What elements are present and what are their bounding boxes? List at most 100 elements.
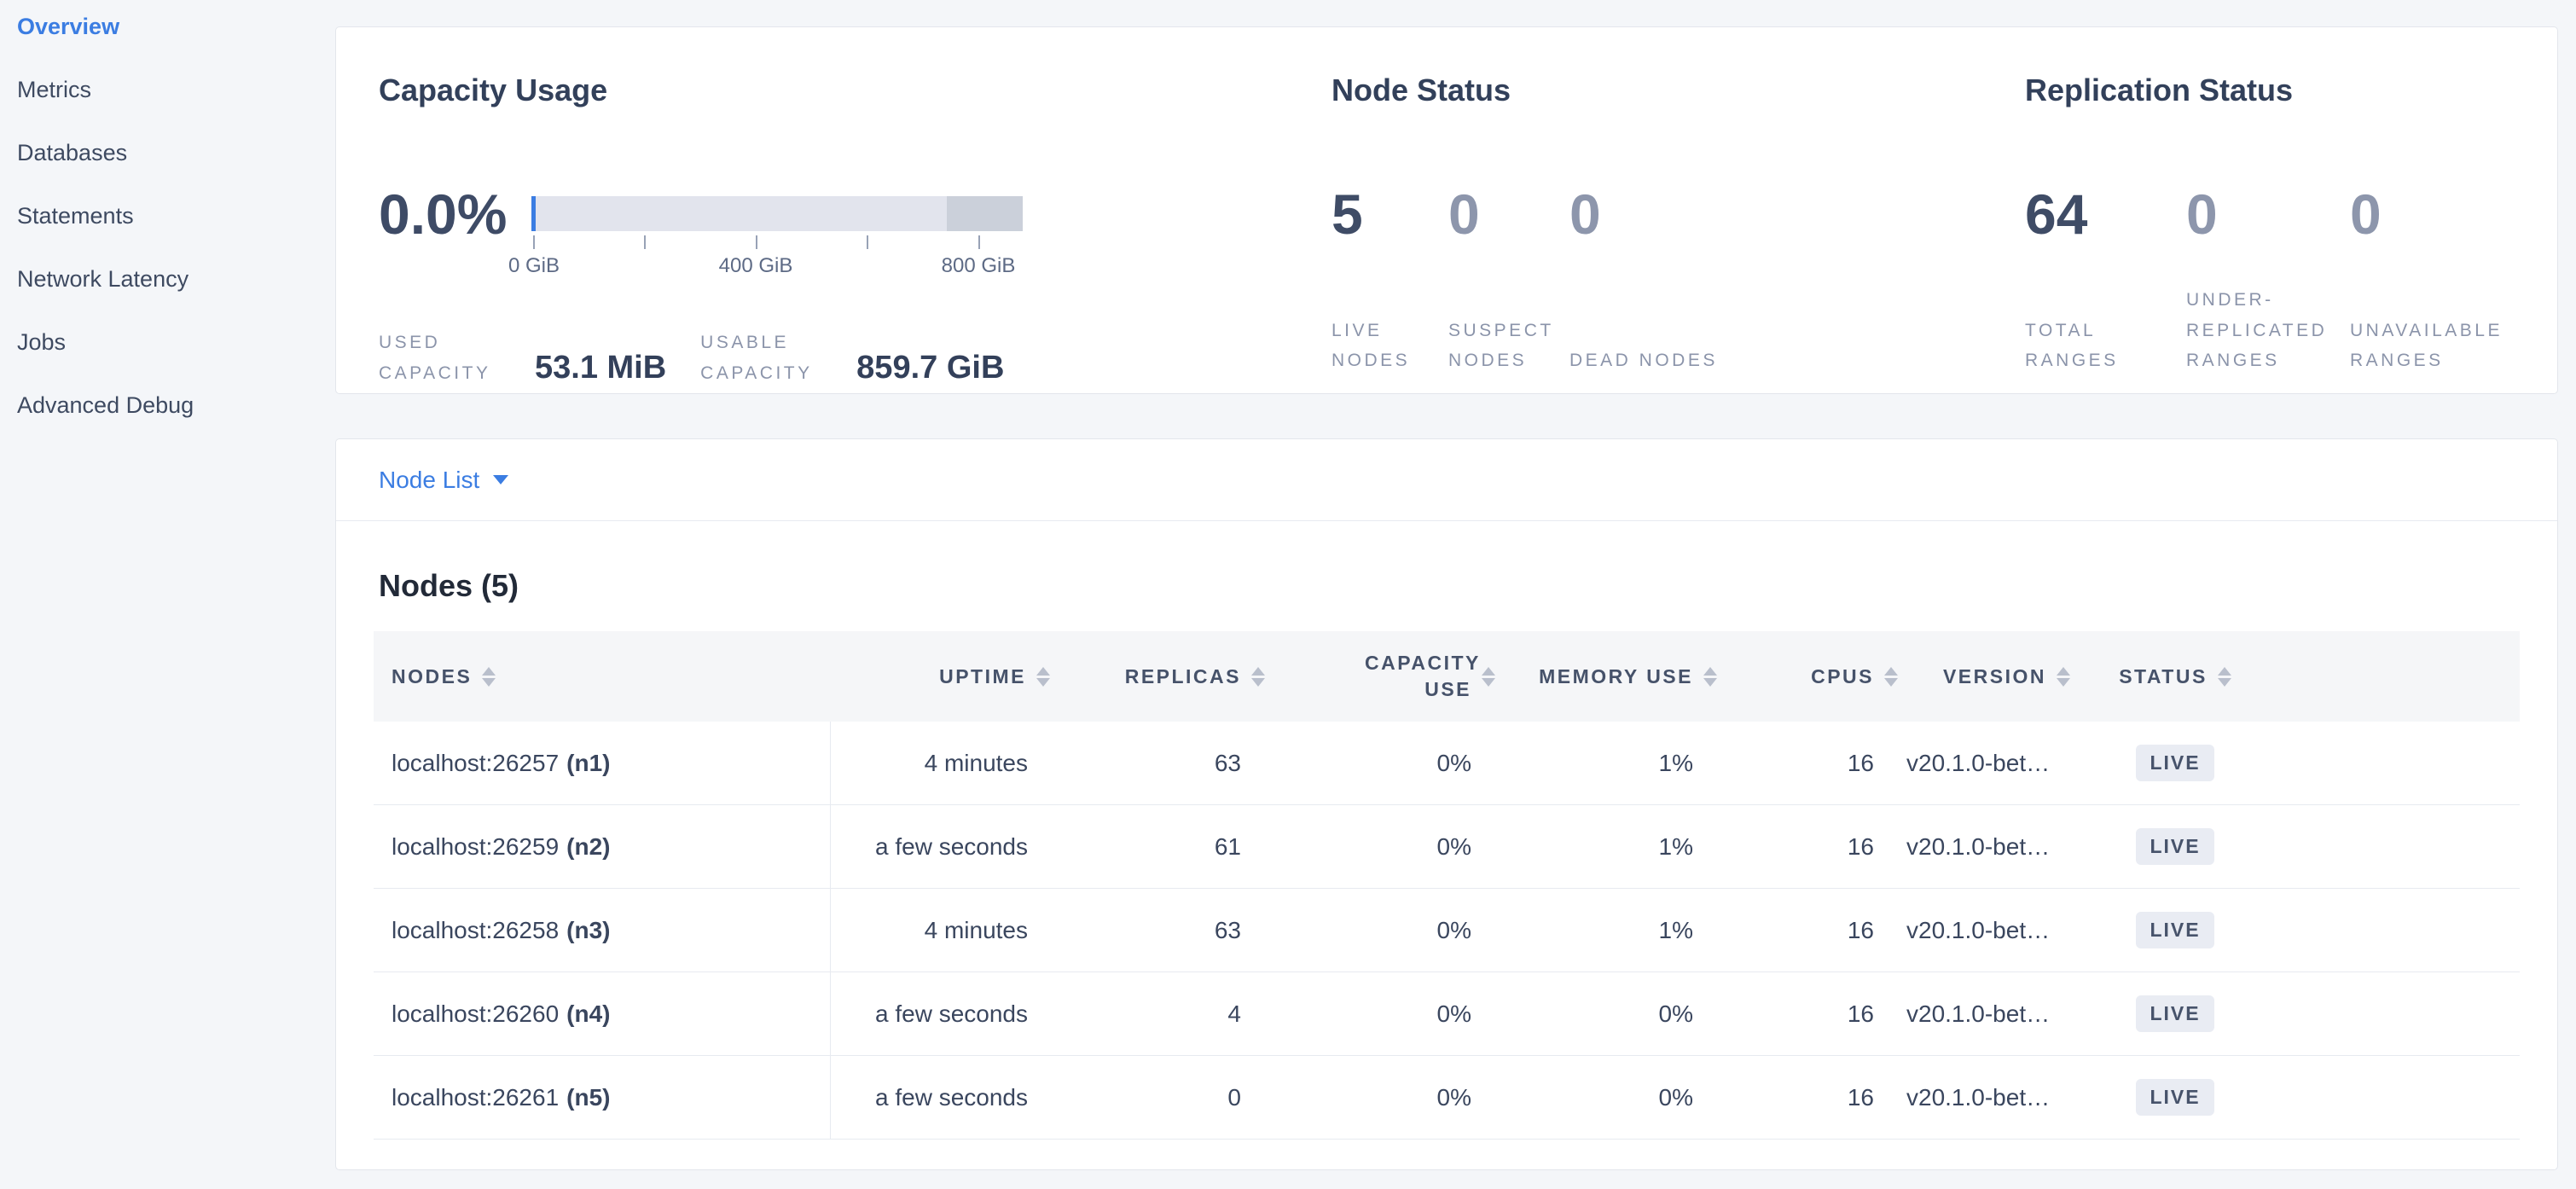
sidebar-item-jobs[interactable]: Jobs [0, 310, 335, 374]
status-stat-value: 5 [1332, 183, 1363, 246]
cell-memory-use: 1% [1658, 749, 1693, 776]
capacity-axis-ticks [531, 235, 1023, 249]
column-header-uptime[interactable]: UPTIME [831, 665, 1059, 688]
cell-replicas: 0 [1227, 1083, 1241, 1111]
column-header-memory-use[interactable]: MEMORY USE [1504, 665, 1726, 688]
cell-memory-use: 0% [1658, 1000, 1693, 1027]
status-stat-value: 0 [1448, 183, 1480, 246]
main-content: Capacity Usage 0.0% [335, 0, 2558, 1170]
cell-capacity-use: 0% [1436, 1083, 1471, 1111]
capacity-stat: USED CAPACITY 53.1 MiB [379, 328, 666, 388]
status-stat: 0 UNDER-REPLICATED RANGES [2186, 186, 2350, 376]
status-badge: LIVE [2136, 912, 2214, 948]
node-address-link[interactable]: localhost:26257 [392, 749, 560, 776]
cell-cpus: 16 [1847, 749, 1874, 776]
sidebar-item-advanced-debug[interactable]: Advanced Debug [0, 374, 335, 437]
column-header-status[interactable]: STATUS [2079, 665, 2271, 688]
column-header-version[interactable]: VERSION [1906, 665, 2079, 688]
cell-replicas: 63 [1214, 749, 1241, 776]
node-list-dropdown[interactable]: Node List [336, 439, 2557, 521]
status-stat: 0 DEAD NODES [1569, 186, 2025, 376]
sort-icon [1703, 666, 1717, 687]
nodes-table-header: NODES UPTIME REPLICAS CAPACITY USE MEMOR… [374, 631, 2520, 722]
node-id: (n5) [566, 1083, 611, 1111]
sort-icon [1036, 666, 1050, 687]
axis-label-400: 400 GiB [718, 254, 793, 277]
status-stat: 64 TOTAL RANGES [2025, 186, 2186, 376]
cell-replicas: 4 [1227, 1000, 1241, 1027]
node-address-link[interactable]: localhost:26259 [392, 832, 560, 860]
sort-icon [1884, 666, 1898, 687]
node-status-section: Node Status 5 LIVE NODES 0 SUSPECT NODES… [1332, 73, 2025, 393]
status-stat: 0 UNAVAILABLE RANGES [2350, 186, 2523, 376]
axis-label-0: 0 GiB [508, 254, 560, 277]
column-header-nodes[interactable]: NODES [374, 665, 831, 688]
cell-capacity-use: 0% [1436, 832, 1471, 860]
status-stat-value: 0 [2186, 183, 2218, 246]
capacity-stat-value: 859.7 GiB [856, 350, 1005, 386]
sidebar-item-statements[interactable]: Statements [0, 184, 335, 247]
sidebar-item-network-latency[interactable]: Network Latency [0, 247, 335, 310]
capacity-stat-value: 53.1 MiB [535, 350, 667, 386]
node-id: (n1) [566, 749, 611, 776]
sort-icon [2057, 666, 2070, 687]
node-address-link[interactable]: localhost:26260 [392, 1000, 560, 1027]
column-header-cpus[interactable]: CPUS [1726, 665, 1906, 688]
capacity-axis-labels: 0 GiB 400 GiB 800 GiB [508, 254, 1023, 280]
status-stat-label: TOTAL RANGES [2025, 320, 2119, 371]
sort-icon [2217, 666, 2231, 687]
cell-version: v20.1.0-bet… [1906, 749, 2051, 776]
node-id: (n4) [566, 1000, 611, 1027]
node-address-link[interactable]: localhost:26258 [392, 916, 560, 943]
status-stat-value: 0 [2350, 183, 2382, 246]
node-list-card: Node List Nodes (5) NODES UPTIME REPLICA… [335, 438, 2558, 1170]
status-stat-label: UNDER-REPLICATED RANGES [2186, 289, 2328, 371]
sidebar-item-metrics[interactable]: Metrics [0, 58, 335, 121]
status-stat: 5 LIVE NODES [1332, 186, 1448, 376]
sidebar-item-label: Metrics [17, 76, 91, 102]
axis-label-800: 800 GiB [941, 254, 1016, 277]
status-stat-label: LIVE NODES [1332, 320, 1411, 371]
sidebar-item-databases[interactable]: Databases [0, 121, 335, 184]
column-header-replicas[interactable]: REPLICAS [1059, 665, 1273, 688]
table-row: localhost:26258 (n3) 4 minutes 63 0% 1% … [374, 889, 2520, 972]
sidebar-item-overview[interactable]: Overview [0, 0, 335, 58]
replication-status-stats: 64 TOTAL RANGES 0 UNDER-REPLICATED RANGE… [2025, 186, 2523, 376]
capacity-bar-reserved [946, 196, 1023, 231]
cell-memory-use: 1% [1658, 832, 1693, 860]
capacity-usage-section: Capacity Usage 0.0% [379, 73, 1332, 393]
column-header-capacity-use[interactable]: CAPACITY USE [1273, 650, 1504, 703]
capacity-bar: 0 GiB 400 GiB 800 GiB [508, 196, 1023, 280]
table-row: localhost:26260 (n4) a few seconds 4 0% … [374, 972, 2520, 1056]
capacity-stat: USABLE CAPACITY 859.7 GiB [700, 328, 1004, 388]
table-row: localhost:26261 (n5) a few seconds 0 0% … [374, 1056, 2520, 1140]
cell-replicas: 61 [1214, 832, 1241, 860]
cell-version: v20.1.0-bet… [1906, 916, 2051, 943]
node-list-dropdown-label: Node List [379, 466, 480, 493]
status-badge: LIVE [2136, 745, 2214, 781]
cell-uptime: 4 minutes [924, 749, 1028, 776]
status-stat-label: SUSPECT NODES [1448, 320, 1554, 371]
node-status-title: Node Status [1332, 72, 1511, 107]
status-stat-label: DEAD NODES [1569, 351, 1718, 371]
status-stat: 0 SUSPECT NODES [1448, 186, 1569, 376]
cell-cpus: 16 [1847, 1083, 1874, 1111]
cell-uptime: a few seconds [875, 832, 1028, 860]
cell-memory-use: 1% [1658, 916, 1693, 943]
replication-status-section: Replication Status 64 TOTAL RANGES 0 UND… [2025, 73, 2523, 393]
cell-capacity-use: 0% [1436, 1000, 1471, 1027]
sort-icon [1251, 666, 1265, 687]
nodes-table: NODES UPTIME REPLICAS CAPACITY USE MEMOR… [374, 631, 2520, 1140]
status-stat-value: 0 [1569, 183, 1601, 246]
node-address-link[interactable]: localhost:26261 [392, 1083, 560, 1111]
sidebar-item-label: Statements [17, 202, 134, 229]
cell-capacity-use: 0% [1436, 749, 1471, 776]
replication-status-title: Replication Status [2025, 72, 2294, 107]
table-row: localhost:26259 (n2) a few seconds 61 0%… [374, 805, 2520, 889]
node-id: (n3) [566, 916, 611, 943]
cell-capacity-use: 0% [1436, 916, 1471, 943]
sidebar-item-label: Databases [17, 139, 128, 165]
cell-version: v20.1.0-bet… [1906, 1000, 2051, 1027]
cell-cpus: 16 [1847, 916, 1874, 943]
node-status-stats: 5 LIVE NODES 0 SUSPECT NODES 0 DEAD NODE… [1332, 186, 2025, 376]
